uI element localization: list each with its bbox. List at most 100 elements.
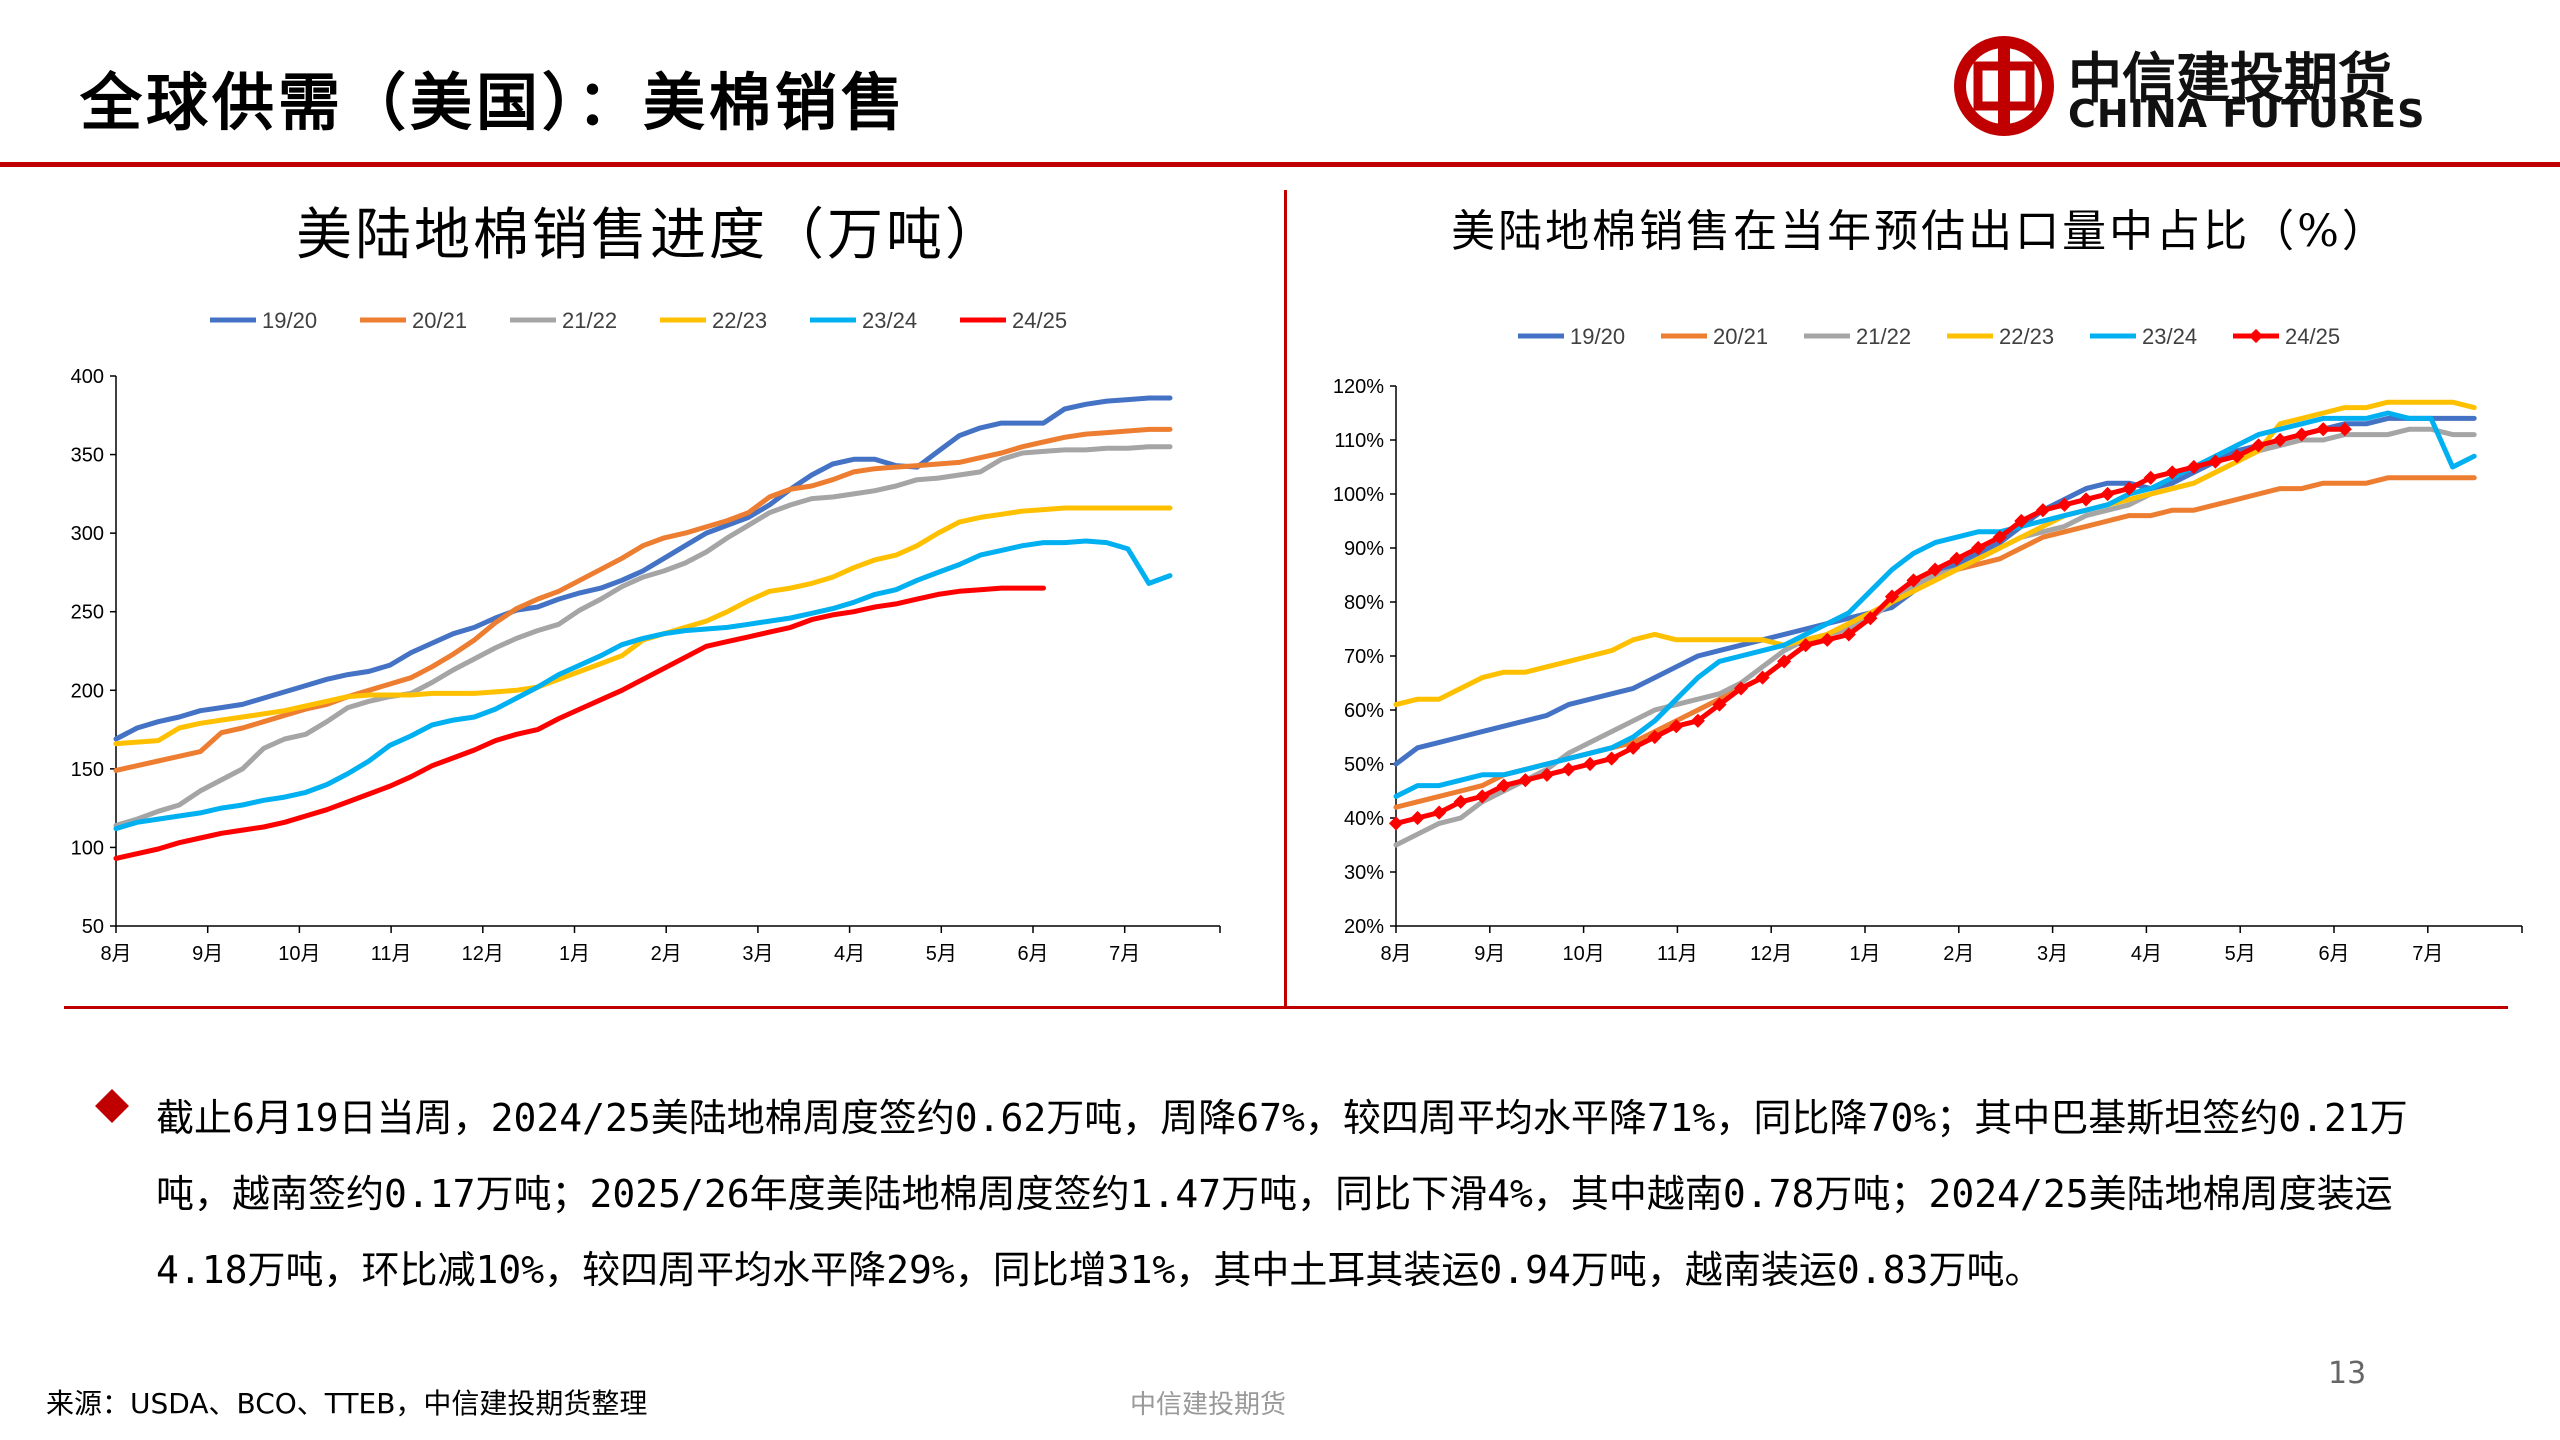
page-number: 13 [2328,1356,2367,1391]
y-tick-label: 50% [1344,754,1384,776]
legend-label: 23/24 [862,308,917,333]
y-tick-label: 70% [1344,646,1384,668]
y-tick-label: 250 [71,602,104,624]
legend-label: 21/22 [1856,324,1911,349]
commentary-text: 截止6月19日当周，2024/25美陆地棉周度签约0.62万吨，周降67%，较四… [156,1096,2408,1292]
x-tick-label: 6月 [1017,943,1048,965]
series-point-24-25 [1539,767,1555,782]
x-tick-label: 5月 [926,943,957,965]
series-point-24-25 [1432,805,1447,820]
series-point-24-25 [1992,530,2007,545]
x-tick-label: 8月 [100,943,131,965]
header-divider [0,162,2560,167]
y-tick-label: 100% [1333,484,1384,506]
series-point-24-25 [1906,573,1921,588]
chart-right-panel: 美陆地棉销售在当年预估出口量中占比（%） 19/20 20/21 21/22 22/23… [1300,190,2540,1006]
sales-ratio-chart: 美陆地棉销售在当年预估出口量中占比（%） 19/20 20/21 21/22 22/23… [1333,206,2523,965]
chart-bottom-divider [64,1006,2508,1009]
x-tick-label: 11月 [1657,943,1698,965]
x-tick-label: 3月 [2037,943,2068,965]
y-tick-label: 50 [82,916,104,938]
x-tick-label: 1月 [1849,943,1880,965]
series-line-20-21 [1393,475,2477,810]
series-point-24-25 [2337,422,2352,437]
series-line-23-24 [113,538,1173,832]
series-line-19-20 [113,395,1173,742]
series-line-24-25 [113,585,1046,861]
x-tick-label: 11月 [371,943,412,965]
x-tick-label: 12月 [462,943,504,965]
y-tick-label: 60% [1344,700,1384,722]
series-point-24-25 [2316,422,2331,437]
x-tick-label: 9月 [192,943,223,965]
x-tick-label: 3月 [742,943,773,965]
x-tick-label: 7月 [2412,943,2443,965]
bullet-diamond-icon [95,1089,129,1123]
y-tick-label: 110% [1334,430,1384,452]
sales-progress-chart: 美陆地棉销售进度（万吨） 19/20 20/21 21/22 22/23 23/24 24/… [71,203,1221,965]
y-tick-label: 100 [71,837,104,859]
legend-label: 22/23 [1999,324,2054,349]
series-point-24-25 [1561,762,1576,777]
x-tick-label: 5月 [2225,943,2256,965]
y-tick-label: 150 [71,759,104,781]
y-tick-label: 90% [1344,538,1384,560]
chart-left-panel: 美陆地棉销售进度（万吨） 19/20 20/21 21/22 22/23 23/24 24/… [40,190,1260,1006]
series-point-24-25 [1949,551,1964,566]
legend-marker [2248,328,2264,344]
series-point-24-25 [2078,492,2094,507]
legend-label: 20/21 [1713,324,1768,349]
page-title: 全球供需（美国）：美棉销售 [80,66,908,139]
x-tick-label: 1月 [559,943,590,965]
x-tick-label: 10月 [1562,943,1604,965]
y-tick-label: 80% [1344,592,1384,614]
footer-brand: 中信建投期货 [1130,1390,1287,1420]
legend-label: 21/22 [562,308,617,333]
source-note: 来源：USDA、BCO、TTEB，中信建投期货整理 [46,1387,648,1420]
chart-title: 美陆地棉销售在当年预估出口量中占比（%） [1451,206,2389,257]
x-tick-label: 6月 [2318,943,2349,965]
series-point-24-25 [1410,810,1425,826]
series-point-24-25 [1971,540,1986,556]
x-tick-label: 9月 [1474,943,1505,965]
legend-label: 23/24 [2142,324,2197,349]
legend-label: 19/20 [262,308,317,333]
series-point-24-25 [1798,638,1813,653]
series-point-24-25 [1928,562,1943,577]
chart-divider [1284,190,1287,1006]
x-tick-label: 4月 [834,943,865,965]
legend-label: 22/23 [712,308,767,333]
x-tick-label: 8月 [1380,943,1411,965]
legend-label: 20/21 [412,308,467,333]
series-point-24-25 [1626,740,1641,755]
y-tick-label: 30% [1344,862,1384,884]
logo-chinese-name: 中信建投期货 [2068,47,2392,110]
y-tick-label: 300 [71,523,104,545]
y-tick-label: 400 [71,366,104,388]
y-tick-label: 120% [1333,376,1384,398]
x-tick-label: 2月 [1943,943,1974,965]
citic-logo-icon [1954,36,2054,136]
series-point-24-25 [1582,756,1598,772]
legend-label: 19/20 [1570,324,1625,349]
x-tick-label: 4月 [2131,943,2162,965]
y-tick-label: 350 [71,445,104,467]
x-tick-label: 2月 [651,943,682,965]
series-point-24-25 [1518,773,1533,788]
legend-label: 24/25 [2285,324,2340,349]
series-point-24-25 [2294,427,2309,442]
y-tick-label: 40% [1344,808,1384,830]
x-tick-label: 7月 [1109,943,1140,965]
series-point-24-25 [1604,751,1619,766]
series-line-19-20 [1393,415,2477,767]
chart-title: 美陆地棉销售进度（万吨） [296,203,1004,268]
series-line-22-23 [1393,399,2477,708]
series-point-24-25 [1777,654,1792,669]
y-tick-label: 20% [1344,916,1384,938]
y-tick-label: 200 [71,680,104,702]
series-point-24-25 [1388,816,1404,831]
series-line-23-24 [1393,410,2477,799]
company-logo: 中信建投期货 CHINA FUTURES [1950,32,2424,140]
logo-english-name: CHINA FUTURES [2068,92,2426,136]
x-tick-label: 10月 [278,943,320,965]
